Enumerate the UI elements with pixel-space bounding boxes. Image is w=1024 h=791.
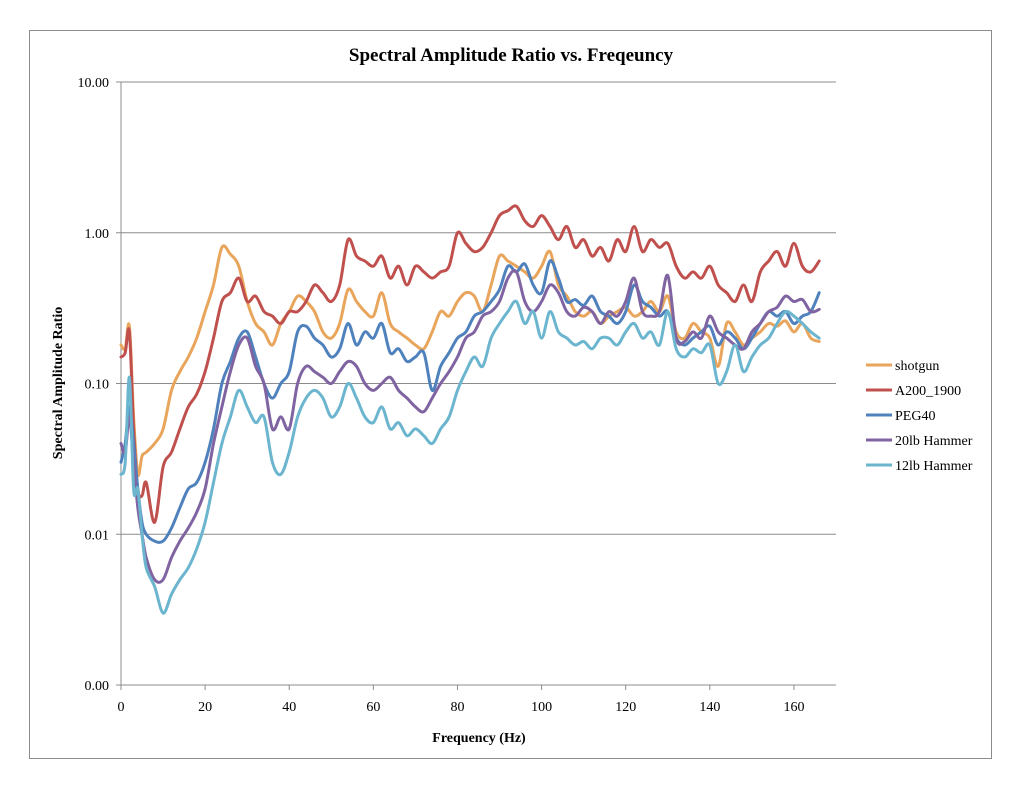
y-tick-label: 1.00 [85,227,110,242]
legend-label: A200_1900 [895,384,961,399]
chart-title: Spectral Amplitude Ratio vs. Freqeuncy [349,45,674,66]
y-tick-label: 0.10 [85,378,110,393]
series-line-4 [119,299,821,615]
y-tick-labels: 0.00 0.01 0.10 1.00 10.00 [78,76,110,694]
x-tick-label: 100 [531,700,552,715]
y-axis-title: Spectral Amplitude Ratio [51,307,66,459]
legend-label: 12lb Hammer [895,459,973,474]
series-line-2 [119,259,821,544]
legend-label: 20lb Hammer [895,434,973,449]
series-line-3 [119,269,821,584]
x-tick-label: 40 [282,700,296,715]
x-tick-label: 0 [118,700,125,715]
legend: shotgun A200_1900 PEG40 20lb Hammer 12lb Ham… [866,359,973,474]
series-line-1 [119,204,821,524]
axes [120,82,836,690]
y-tick-label: 10.00 [78,76,110,91]
legend-label: PEG40 [895,409,935,424]
x-tick-label: 60 [366,700,380,715]
series-line-0 [119,244,821,478]
x-axis-title: Frequency (Hz) [432,731,526,746]
x-tick-label: 140 [699,700,720,715]
y-tick-label: 0.01 [85,528,110,543]
series-lines [119,204,821,615]
chart-frame [29,30,992,759]
x-tick-labels: 0 20 40 60 80 100 120 140 160 [118,700,805,715]
x-tick-label: 160 [783,700,804,715]
x-tick-label: 120 [615,700,636,715]
legend-label: shotgun [895,359,939,374]
x-tick-label: 80 [450,700,464,715]
gridlines [116,81,836,686]
x-tick-label: 20 [198,700,212,715]
y-tick-label: 0.00 [85,679,110,694]
